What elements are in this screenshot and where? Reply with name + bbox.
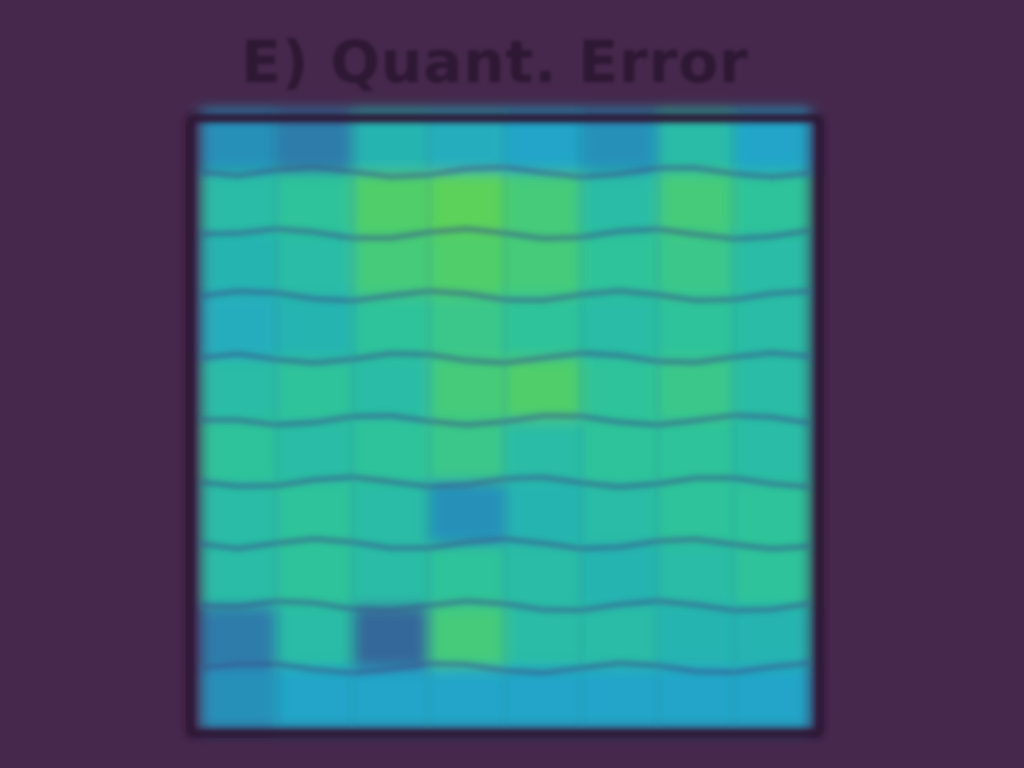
heatmap-cell-r8-c2	[352, 606, 430, 669]
heatmap-cell-r5-c7	[733, 420, 811, 483]
heatmap-cell-r6-c3	[428, 482, 506, 545]
heatmap-cell-r4-c5	[581, 358, 659, 421]
heatmap-cell-r5-c4	[505, 420, 583, 483]
heatmap-cell-r7-c5	[581, 544, 659, 607]
heatmap-cell-r4-c2	[352, 358, 430, 421]
heatmap-cell-r2-c1	[276, 234, 354, 297]
heatmap-cell-r5-c0	[200, 420, 278, 483]
heatmap-cell-r6-c6	[657, 482, 735, 545]
heatmap-cells	[200, 110, 811, 731]
heatmap-cell-r1-c7	[733, 172, 811, 235]
heatmap-cell-r7-c1	[276, 544, 354, 607]
heatmap-cell-r1-c5	[581, 172, 659, 235]
heatmap-cell-r8-c0	[200, 606, 278, 669]
heatmap-cell-r2-c0	[200, 234, 278, 297]
heatmap-cell-r1-c4	[505, 172, 583, 235]
heatmap-cell-r8-c5	[581, 606, 659, 669]
heatmap-cell-r2-c6	[657, 234, 735, 297]
cell-dividers	[199, 110, 811, 730]
heatmap-cell-r1-c6	[657, 172, 735, 235]
heatmap-cell-r2-c3	[428, 234, 506, 297]
heatmap-cell-r3-c2	[352, 296, 430, 359]
heatmap-cell-r8-c3	[428, 606, 506, 669]
heatmap-cell-r6-c5	[581, 482, 659, 545]
heatmap-cell-r7-c0	[200, 544, 278, 607]
heatmap-cell-r3-c1	[276, 296, 354, 359]
heatmap-cell-r7-c7	[733, 544, 811, 607]
heatmap-cell-r7-c3	[428, 544, 506, 607]
heatmap-cell-r8-c6	[657, 606, 735, 669]
heatmap-cell-r5-c5	[581, 420, 659, 483]
heatmap-cell-r8-c4	[505, 606, 583, 669]
heatmap-cell-r9-c1	[276, 668, 354, 731]
plot-frame	[185, 113, 825, 739]
heatmap-cell-r1-c0	[200, 172, 278, 235]
heatmap-cell-r7-c6	[657, 544, 735, 607]
heatmap-cell-r7-c4	[505, 544, 583, 607]
heatmap-cell-r3-c5	[581, 296, 659, 359]
heatmap-cell-r9-c4	[505, 668, 583, 731]
heatmap-cell-r2-c7	[733, 234, 811, 297]
heatmap-cell-r7-c2	[352, 544, 430, 607]
heatmap-cell-r4-c1	[276, 358, 354, 421]
heatmap-cell-r3-c6	[657, 296, 735, 359]
heatmap-cell-r4-c4	[505, 358, 583, 421]
heatmap-cell-r2-c2	[352, 234, 430, 297]
heatmap-cell-r4-c3	[428, 358, 506, 421]
chart-title: E) Quant. Error	[241, 28, 749, 96]
heatmap-cell-r1-c3	[428, 172, 506, 235]
heatmap-cell-r3-c4	[505, 296, 583, 359]
heatmap-cell-r9-c0	[200, 668, 278, 731]
heatmap-cell-r9-c3	[428, 668, 506, 731]
heatmap-cell-r6-c7	[733, 482, 811, 545]
heatmap-cell-r9-c2	[352, 668, 430, 731]
heatmap-cell-r2-c4	[505, 234, 583, 297]
heatmap-cell-r3-c3	[428, 296, 506, 359]
heatmap-cell-r8-c1	[276, 606, 354, 669]
heatmap-cell-r5-c2	[352, 420, 430, 483]
heatmap-cell-r5-c1	[276, 420, 354, 483]
heatmap-cell-r9-c6	[657, 668, 735, 731]
heatmap-cell-r1-c1	[276, 172, 354, 235]
heatmap-cell-r6-c1	[276, 482, 354, 545]
heatmap-cell-r1-c2	[352, 172, 430, 235]
heatmap-cell-r6-c0	[200, 482, 278, 545]
heatmap-cell-r4-c0	[200, 358, 278, 421]
heatmap-cell-r4-c7	[733, 358, 811, 421]
heatmap-cell-r6-c4	[505, 482, 583, 545]
heatmap-cell-r3-c0	[200, 296, 278, 359]
heatmap-cell-r3-c7	[733, 296, 811, 359]
heatmap-cell-r8-c7	[733, 606, 811, 669]
heatmap-cell-r2-c5	[581, 234, 659, 297]
heatmap-cell-r5-c3	[428, 420, 506, 483]
heatmap-cell-r6-c2	[352, 482, 430, 545]
heatmap-cell-r9-c5	[581, 668, 659, 731]
heatmap-cell-r9-c7	[733, 668, 811, 731]
heatmap-cell-r5-c6	[657, 420, 735, 483]
heatmap-cell-r4-c6	[657, 358, 735, 421]
